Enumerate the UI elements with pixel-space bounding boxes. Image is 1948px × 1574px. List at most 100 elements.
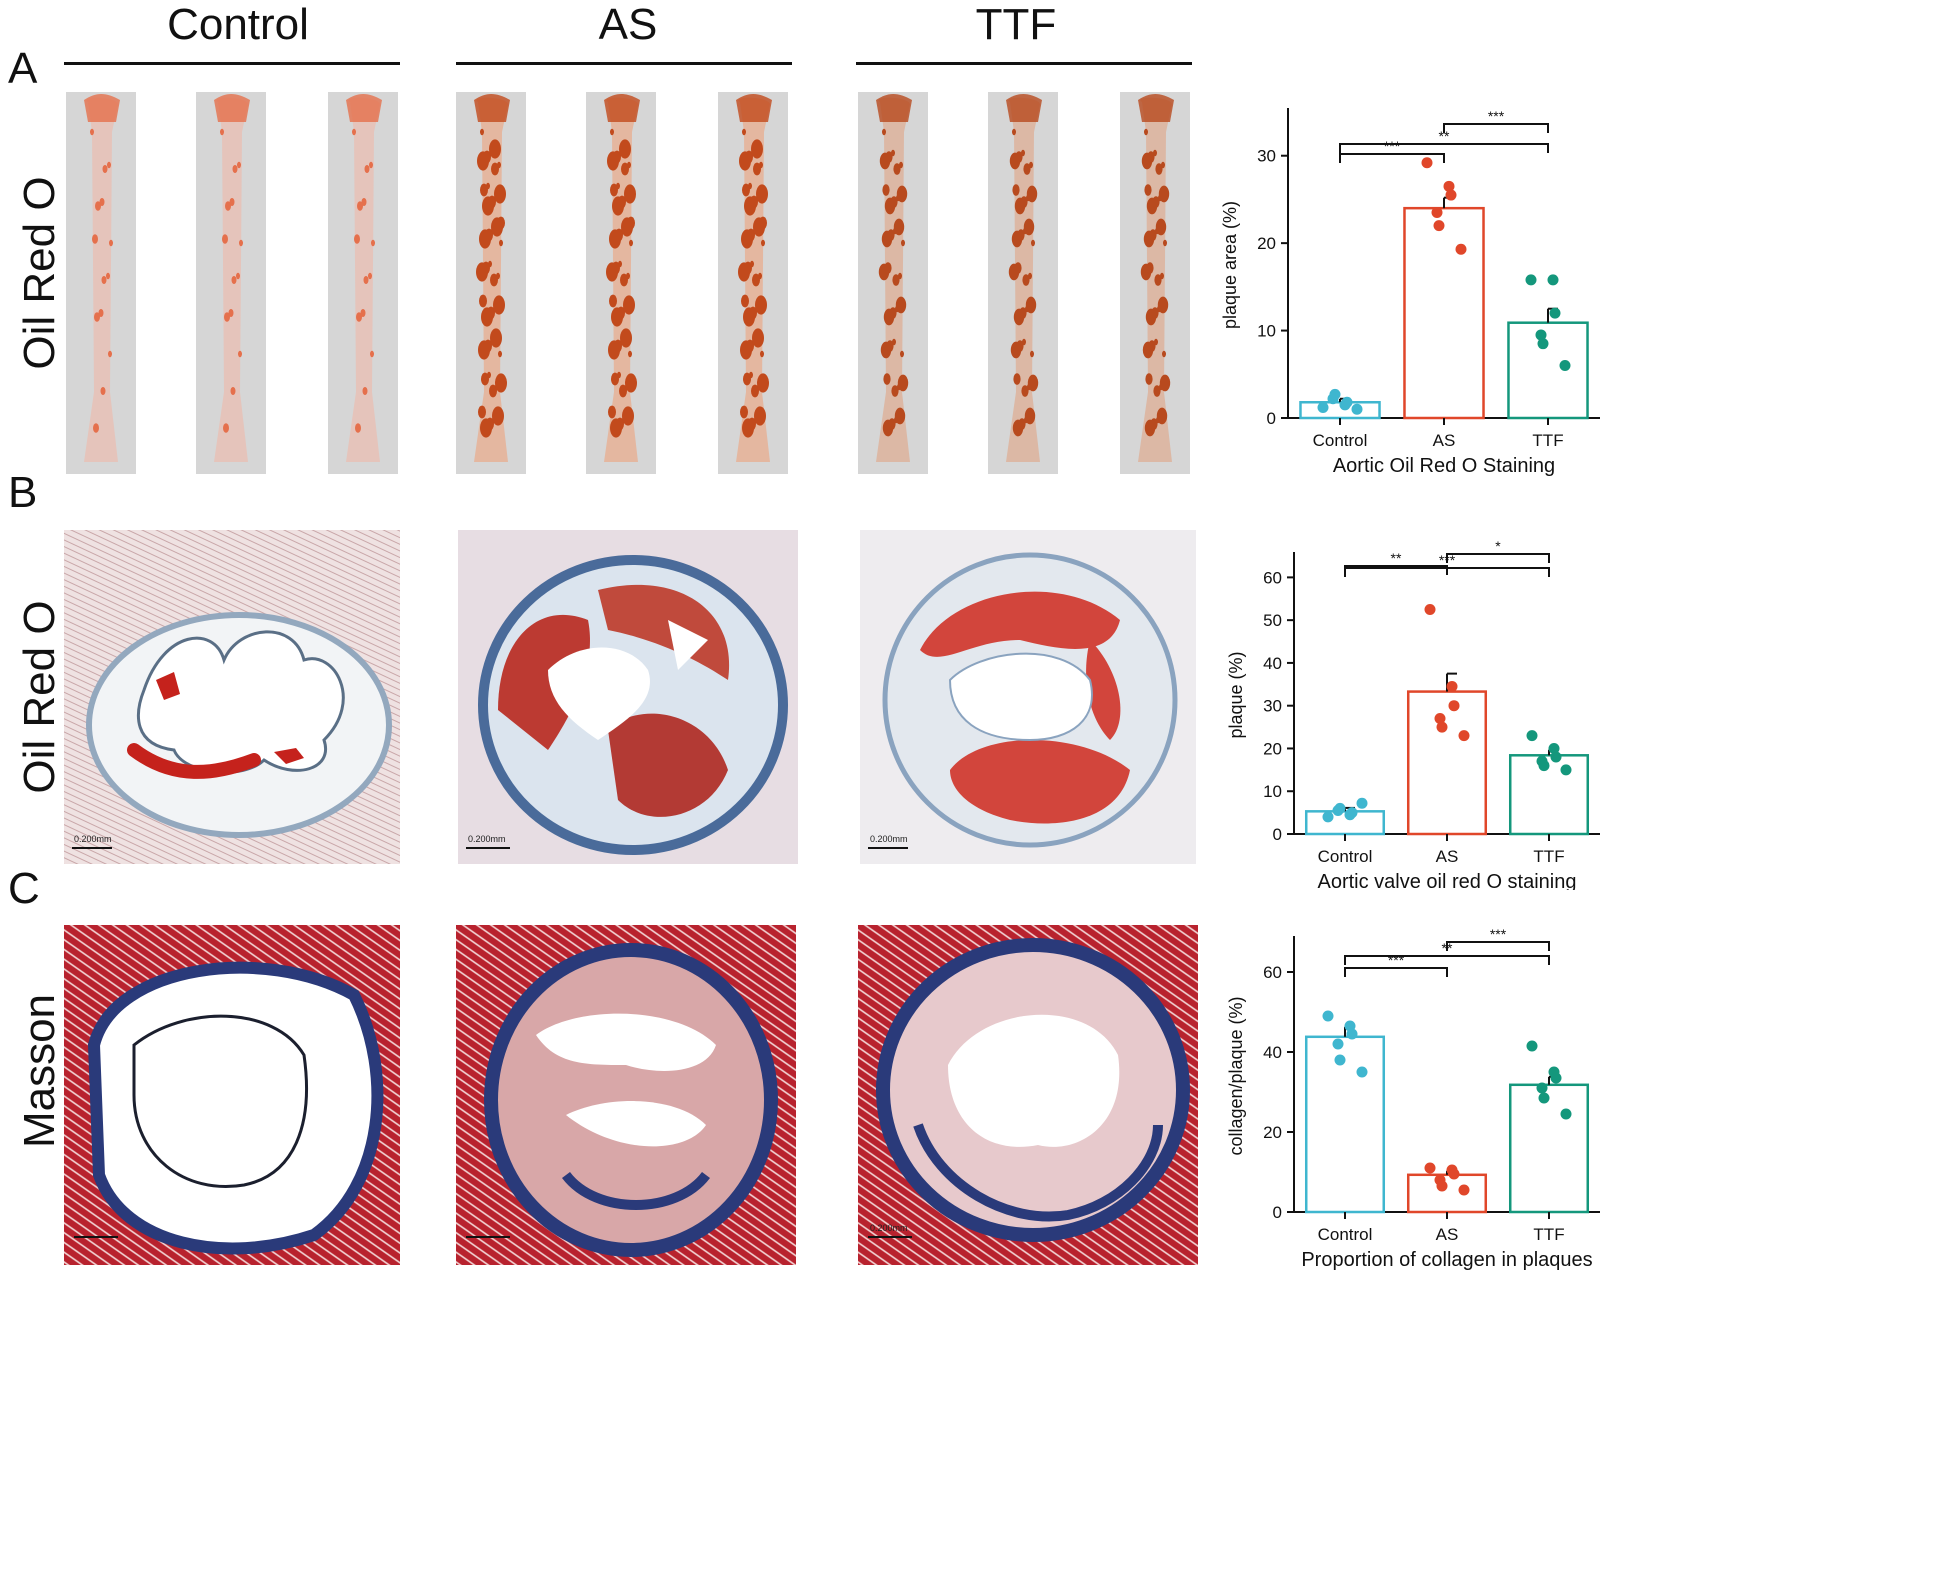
data-point-as	[1445, 189, 1457, 201]
x-tick-label: AS	[1433, 431, 1456, 450]
row-label-masson: Masson	[15, 993, 64, 1149]
significance-bracket	[1446, 553, 1550, 563]
data-point-ttf	[1537, 338, 1549, 350]
data-point-ttf	[1538, 760, 1550, 772]
data-point-as	[1446, 680, 1458, 692]
significance-label: **	[1439, 128, 1450, 144]
data-point-ttf	[1547, 274, 1559, 286]
significance-bracket	[1443, 123, 1549, 133]
y-tick-label: 60	[1263, 568, 1282, 587]
y-tick-label: 0	[1267, 409, 1276, 428]
y-tick-label: 10	[1257, 322, 1276, 341]
data-point-as	[1434, 713, 1446, 725]
data-point-as	[1424, 603, 1436, 615]
y-tick-label: 0	[1273, 1203, 1282, 1222]
row-label-oil-red-o-b: Oil Red O	[15, 600, 64, 794]
column-header-as: AS	[598, 0, 658, 49]
y-tick-label: 20	[1263, 739, 1282, 758]
aorta-image-as-3	[718, 92, 788, 474]
chart-valve-plaque: 0 10 20 30 40 50 60 plaque (%) Control AS TTF Aorti…	[1226, 538, 1600, 890]
data-point-ttf	[1525, 274, 1537, 286]
column-divider-as	[456, 62, 792, 65]
data-point-as	[1436, 1180, 1448, 1192]
bar-ttf	[1507, 321, 1589, 420]
y-axis-label: plaque area (%)	[1220, 201, 1240, 329]
column-header-ttf: TTF	[975, 0, 1057, 49]
histology-image-as-oilred: 0.200mm	[458, 530, 798, 864]
aorta-image-control-1	[66, 92, 136, 474]
x-tick-label: Control	[1318, 847, 1373, 866]
data-point-control	[1356, 1066, 1368, 1078]
aorta-image-ttf-3	[1120, 92, 1190, 474]
data-point-control	[1356, 797, 1368, 809]
aorta-image-as-2	[586, 92, 656, 474]
x-tick-label: AS	[1436, 1225, 1459, 1244]
aorta-image-control-2	[196, 92, 266, 474]
x-axis-label: Proportion of collagen in plaques	[1301, 1249, 1592, 1271]
scale-bar-label: 0.200mm	[870, 834, 908, 844]
data-point-ttf	[1550, 751, 1562, 763]
y-tick-label: 60	[1263, 963, 1282, 982]
y-tick-label: 0	[1273, 825, 1282, 844]
significance-label: ***	[1388, 952, 1405, 968]
data-point-ttf	[1535, 329, 1547, 341]
data-point-control	[1322, 811, 1334, 823]
y-tick-label: 20	[1257, 234, 1276, 253]
data-point-control	[1317, 402, 1329, 414]
y-tick-label: 30	[1257, 147, 1276, 166]
data-point-control	[1341, 396, 1353, 408]
significance-label: ***	[1488, 108, 1505, 124]
histology-image-as-masson	[456, 925, 796, 1265]
chart-collagen: 0 20 40 60 collagen/plaque (%) Control AS TTF Pr…	[1226, 926, 1600, 1271]
histology-image-control-oilred: 0.200mm	[64, 530, 400, 864]
y-tick-label: 40	[1263, 1043, 1282, 1062]
x-tick-label: AS	[1436, 847, 1459, 866]
data-point-ttf	[1560, 764, 1572, 776]
x-tick-label: Control	[1318, 1225, 1373, 1244]
data-point-ttf	[1548, 742, 1560, 754]
bar-control	[1304, 1035, 1386, 1214]
data-point-ttf	[1550, 1072, 1562, 1084]
row-label-oil-red-o-a: Oil Red O	[15, 176, 64, 370]
data-point-control	[1351, 403, 1363, 415]
panel-letter-a: A	[8, 44, 38, 93]
y-tick-label: 30	[1263, 697, 1282, 716]
x-tick-label: TTF	[1532, 431, 1563, 450]
aorta-image-ttf-2	[988, 92, 1058, 474]
data-point-as	[1455, 243, 1467, 255]
data-point-control	[1346, 1028, 1358, 1040]
data-point-ttf	[1559, 360, 1571, 372]
significance-bracket	[1446, 941, 1550, 951]
data-point-as	[1433, 220, 1445, 232]
panel-letter-b: B	[8, 468, 38, 517]
data-point-as	[1424, 1162, 1436, 1174]
data-point-ttf	[1526, 1040, 1538, 1052]
histology-image-control-masson	[64, 925, 400, 1265]
chart-plaque-area: 0 10 20 30 plaque area (%) Control AS TTF Aortic…	[1220, 108, 1600, 477]
significance-bracket	[1344, 567, 1550, 577]
scale-bar-label: 0.200mm	[870, 1223, 908, 1233]
data-point-as	[1458, 1184, 1470, 1196]
aorta-image-control-3	[328, 92, 398, 474]
x-axis-label: Aortic valve oil red O staining	[1317, 871, 1576, 890]
bar-as	[1403, 206, 1485, 420]
data-point-control	[1332, 1038, 1344, 1050]
histology-image-ttf-oilred: 0.200mm	[860, 530, 1196, 864]
significance-label: **	[1391, 550, 1402, 566]
histology-image-ttf-masson: 0.200mm	[858, 925, 1198, 1265]
significance-label: ***	[1384, 138, 1401, 154]
data-point-as	[1448, 1168, 1460, 1180]
x-tick-label: Control	[1313, 431, 1368, 450]
scale-bar-label: 0.200mm	[74, 834, 112, 844]
column-divider-ttf	[856, 62, 1192, 65]
significance-bracket	[1344, 967, 1448, 977]
y-tick-label: 40	[1263, 654, 1282, 673]
data-point-control	[1334, 802, 1346, 814]
data-point-as	[1421, 157, 1433, 169]
aorta-image-ttf-1	[858, 92, 928, 474]
data-point-control	[1322, 1010, 1334, 1022]
x-tick-label: TTF	[1533, 847, 1564, 866]
data-point-ttf	[1536, 1082, 1548, 1094]
bar-as	[1406, 1173, 1488, 1214]
panel-letter-c: C	[8, 864, 40, 913]
